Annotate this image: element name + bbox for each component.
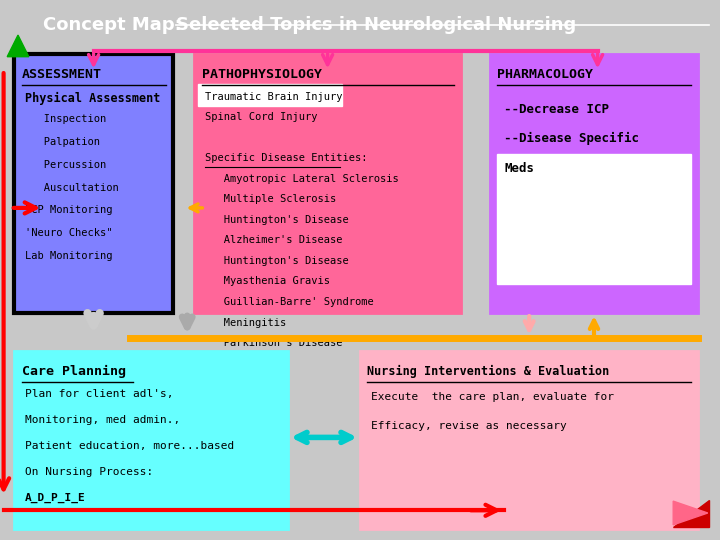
Text: ICP Monitoring: ICP Monitoring <box>25 205 113 215</box>
Text: --Disease Specific: --Disease Specific <box>504 132 639 145</box>
Text: Efficacy, revise as necessary: Efficacy, revise as necessary <box>371 421 567 431</box>
Text: Meds: Meds <box>504 162 534 175</box>
Polygon shape <box>7 35 29 57</box>
Text: --Decrease ICP: --Decrease ICP <box>504 103 609 116</box>
Text: Lab Monitoring: Lab Monitoring <box>25 251 113 261</box>
Text: Alzheimer's Disease: Alzheimer's Disease <box>205 235 343 246</box>
Text: PATHOPHYSIOLOGY: PATHOPHYSIOLOGY <box>202 68 322 80</box>
Polygon shape <box>673 500 709 526</box>
Text: On Nursing Process:: On Nursing Process: <box>25 467 153 477</box>
FancyBboxPatch shape <box>14 54 173 313</box>
FancyBboxPatch shape <box>490 54 698 313</box>
Text: Spinal Cord Injury: Spinal Cord Injury <box>205 112 318 123</box>
Text: Care Planning: Care Planning <box>22 364 125 377</box>
Text: Parkinson's Disease: Parkinson's Disease <box>205 338 343 348</box>
Text: Palpation: Palpation <box>25 137 100 147</box>
Text: Amyotropic Lateral Sclerosis: Amyotropic Lateral Sclerosis <box>205 174 399 184</box>
Text: Plan for client adl's,: Plan for client adl's, <box>25 389 174 399</box>
Text: PHARMACOLOGY: PHARMACOLOGY <box>497 68 593 80</box>
Text: Specific Disease Entities:: Specific Disease Entities: <box>205 153 368 164</box>
Text: Guillian-Barre' Syndrome: Guillian-Barre' Syndrome <box>205 297 374 307</box>
Text: Selected Topics in Neurological Nursing: Selected Topics in Neurological Nursing <box>176 16 577 34</box>
Text: Inspection: Inspection <box>25 114 107 125</box>
Polygon shape <box>673 501 708 525</box>
Text: A_D_P_I_E: A_D_P_I_E <box>25 492 86 503</box>
Text: ASSESSMENT: ASSESSMENT <box>22 68 102 80</box>
Text: Patient education, more...based: Patient education, more...based <box>25 441 235 451</box>
Text: Physical Assessment: Physical Assessment <box>25 92 161 105</box>
Text: Execute  the care plan, evaluate for: Execute the care plan, evaluate for <box>371 392 613 402</box>
Text: Myasthenia Gravis: Myasthenia Gravis <box>205 276 330 287</box>
Text: Huntington's Disease: Huntington's Disease <box>205 256 349 266</box>
FancyBboxPatch shape <box>194 54 461 313</box>
FancyBboxPatch shape <box>198 84 342 106</box>
FancyBboxPatch shape <box>360 351 698 529</box>
Text: Percussion: Percussion <box>25 160 107 170</box>
Text: Huntington's Disease: Huntington's Disease <box>205 215 349 225</box>
FancyBboxPatch shape <box>14 351 288 529</box>
Text: Concept Map:: Concept Map: <box>43 16 194 34</box>
FancyBboxPatch shape <box>497 154 691 284</box>
Text: Nursing Interventions & Evaluation: Nursing Interventions & Evaluation <box>367 364 609 377</box>
Text: Multiple Sclerosis: Multiple Sclerosis <box>205 194 336 205</box>
Text: Meningitis: Meningitis <box>205 318 287 328</box>
Text: 'Neuro Checks": 'Neuro Checks" <box>25 228 113 238</box>
Text: Monitoring, med admin.,: Monitoring, med admin., <box>25 415 181 425</box>
Text: Traumatic Brain Injury: Traumatic Brain Injury <box>205 92 343 102</box>
Text: Auscultation: Auscultation <box>25 183 119 193</box>
